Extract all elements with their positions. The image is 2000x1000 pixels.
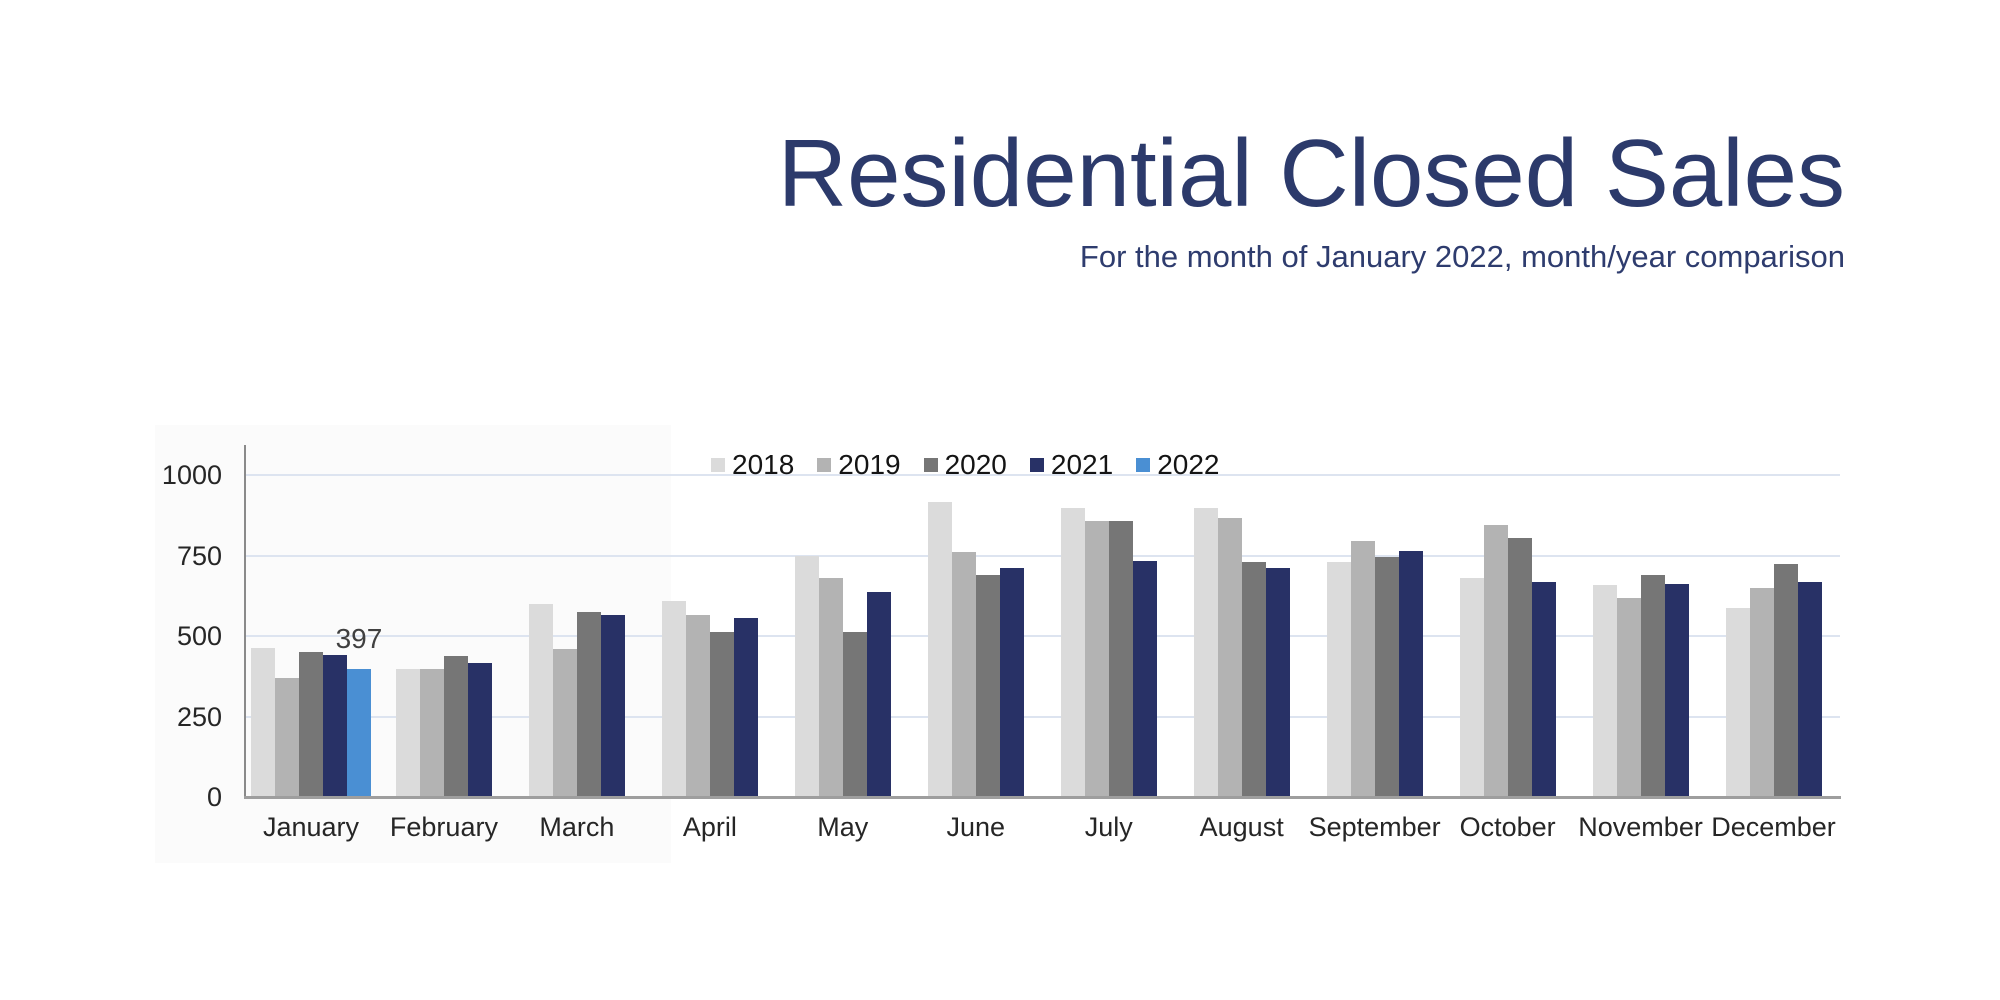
bar-2018-june [927,502,952,797]
bar-2019-january [274,677,299,797]
bar-2020-june [975,575,1000,797]
legend-swatch-2020 [923,458,938,472]
bar-2021-february [467,663,492,797]
bar-2018-august [1193,508,1218,797]
bar-2018-september [1326,561,1351,797]
bar-2020-august [1241,561,1266,797]
bar-2020-october [1507,537,1532,797]
month-label: May [817,812,869,842]
bar-2020-december [1773,564,1798,797]
legend-label: 2022 [1157,449,1220,480]
bar-2020-february [443,655,468,797]
bar-2021-september [1398,550,1423,797]
month-label: September [1308,812,1441,842]
legend-swatch-2019 [817,458,832,472]
bar-2019-august [1217,518,1242,797]
gridline [246,635,1840,637]
legend-item-2019: 2019 [817,449,901,480]
bar-2021-may [866,592,891,797]
bar-2020-july [1108,521,1133,797]
bar-2018-january [250,648,275,797]
bar-2021-november [1664,584,1689,797]
bar-2018-october [1459,577,1484,797]
bar-2018-december [1725,608,1750,797]
y-tick-label: 500 [176,621,222,651]
bar-2019-june [951,552,976,797]
bar-2021-april [733,617,758,797]
bar-2018-march [528,603,553,797]
bar-2018-july [1060,508,1085,797]
month-label: August [1199,812,1284,842]
bar-2019-february [419,668,444,797]
bar-2020-may [842,632,867,797]
bar-2021-january [322,654,347,797]
bar-2018-april [661,601,686,797]
month-label: December [1711,812,1836,842]
chart-title: Residential Closed Sales [777,120,1845,227]
bar-2020-march [576,611,601,797]
bar-2021-december [1797,581,1822,797]
legend-label: 2018 [732,449,795,480]
y-tick-label: 750 [176,540,222,571]
gridline [246,554,1840,557]
bar-2021-june [999,568,1024,797]
month-label: March [539,812,615,842]
y-tick-label: 250 [176,701,222,732]
legend-label: 2021 [1050,449,1114,480]
bar-2018-february [395,668,420,797]
legend-item-2022: 2022 [1136,450,1219,480]
bar-2021-july [1132,561,1157,797]
month-label: January [262,812,359,842]
month-label: April [682,812,737,842]
month-label: February [389,812,498,842]
bar-2022-january [346,669,371,797]
legend-item-2018: 2018 [711,450,794,480]
month-label: October [1459,812,1556,842]
legend-item-2021: 2021 [1029,449,1114,480]
bar-2019-september [1350,541,1375,797]
legend-item-2020: 2020 [923,449,1007,480]
legend-swatch-2021 [1029,458,1044,472]
legend-label: 2020 [944,449,1007,480]
chart-subtitle: For the month of January 2022, month/yea… [1079,239,1845,274]
legend-swatch-2022 [1136,458,1151,472]
month-label: November [1578,812,1703,842]
x-axis-line [243,796,1841,799]
month-label: July [1084,812,1133,842]
legend: 2018 2019 2020 2021 2022 [711,450,1242,480]
bar-2020-april [709,632,734,797]
bar-2019-october [1483,524,1508,797]
value-annotation: 397 [335,623,383,655]
y-tick-label: 1000 [161,460,222,490]
bar-2019-november [1616,598,1641,797]
month-label: June [946,812,1006,842]
legend-label: 2019 [838,449,901,480]
legend-swatch-2018 [711,458,725,472]
y-axis-line [243,445,246,799]
gridline [246,715,1840,718]
bar-2021-march [600,615,625,797]
bar-2021-august [1265,567,1290,797]
bar-2018-may [794,555,819,797]
bar-2019-december [1749,587,1774,797]
bar-2021-october [1531,581,1556,797]
bar-2018-november [1592,585,1617,797]
bar-2019-may [818,578,843,797]
bar-2020-january [298,652,323,797]
gridline [246,474,1840,476]
bar-2019-march [552,648,577,797]
bar-2020-november [1640,575,1665,797]
y-tick-label: 0 [206,782,222,812]
bar-2020-september [1374,557,1399,797]
bar-2019-april [685,615,710,797]
bar-2019-july [1084,521,1109,797]
